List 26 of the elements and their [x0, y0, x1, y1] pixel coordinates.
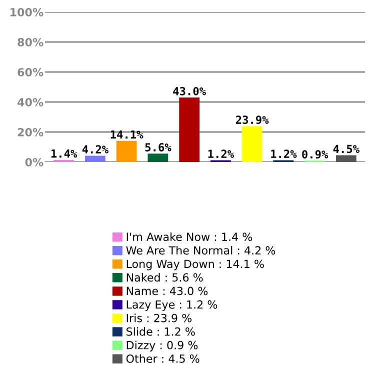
- data-label: 4.5%: [333, 144, 360, 154]
- legend-label: I'm Awake Now : 1.4 %: [126, 232, 252, 242]
- y-tick-label: 40%: [18, 98, 44, 106]
- legend-label: Iris : 23.9 %: [126, 314, 192, 322]
- data-label: 4.2%: [82, 145, 108, 154]
- legend-label: Slide : 1.2 %: [126, 327, 195, 336]
- data-label: 1.2%: [208, 150, 234, 158]
- data-label: 5.6%: [145, 143, 172, 152]
- legend-label: Naked : 5.6 %: [126, 273, 203, 282]
- legend-label: Other : 4.5 %: [126, 354, 200, 363]
- y-tick-label: 80%: [18, 38, 44, 46]
- legend-label: We Are The Normal : 4.2 %: [126, 246, 276, 255]
- y-tick-label: 20%: [18, 128, 44, 136]
- legend-label: Dizzy : 0.9 %: [126, 340, 198, 352]
- y-tick-label: 60%: [18, 68, 44, 76]
- legend-label: Name : 43.0 %: [126, 286, 208, 296]
- data-label: 0.9%: [302, 150, 328, 159]
- data-label: 23.9%: [236, 116, 269, 124]
- legend-label: Lazy Eye : 1.2 %: [126, 300, 218, 311]
- legend-label: Long Way Down : 14.1 %: [126, 260, 264, 270]
- y-tick-label: 0%: [25, 158, 44, 166]
- data-label: 43.0%: [173, 86, 206, 96]
- y-tick-label: 100%: [10, 8, 44, 16]
- data-label: 1.2%: [271, 150, 297, 158]
- data-label: 14.1%: [110, 130, 144, 139]
- data-label: 1.4%: [51, 149, 78, 158]
